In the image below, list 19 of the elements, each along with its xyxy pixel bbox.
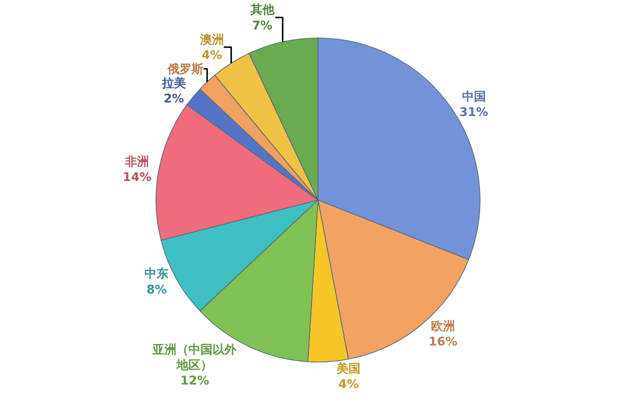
data-label: 2% — [164, 92, 184, 106]
data-label: 16% — [428, 334, 458, 348]
data-label: 8% — [146, 282, 167, 296]
slice-label: 拉美 — [160, 76, 186, 90]
data-label: 4% — [338, 377, 359, 392]
data-label: 4% — [202, 48, 222, 62]
slice-label: 其他 — [249, 2, 276, 17]
slice-label: 中东 — [144, 266, 169, 281]
slice-label: 亚洲（中国以外地区） — [152, 342, 238, 372]
data-label: 7% — [252, 18, 272, 32]
slice-label: 欧洲 — [431, 318, 456, 333]
data-label: 12% — [180, 374, 210, 388]
slice-label: 俄罗斯 — [166, 62, 204, 76]
data-label: 14% — [122, 170, 152, 184]
slice-label: 中国 — [462, 89, 486, 104]
data-label: 31% — [459, 105, 488, 120]
slice-label: 美国 — [336, 362, 361, 376]
slice-label: 澳洲 — [198, 32, 224, 46]
slice-label: 非洲 — [124, 154, 150, 168]
